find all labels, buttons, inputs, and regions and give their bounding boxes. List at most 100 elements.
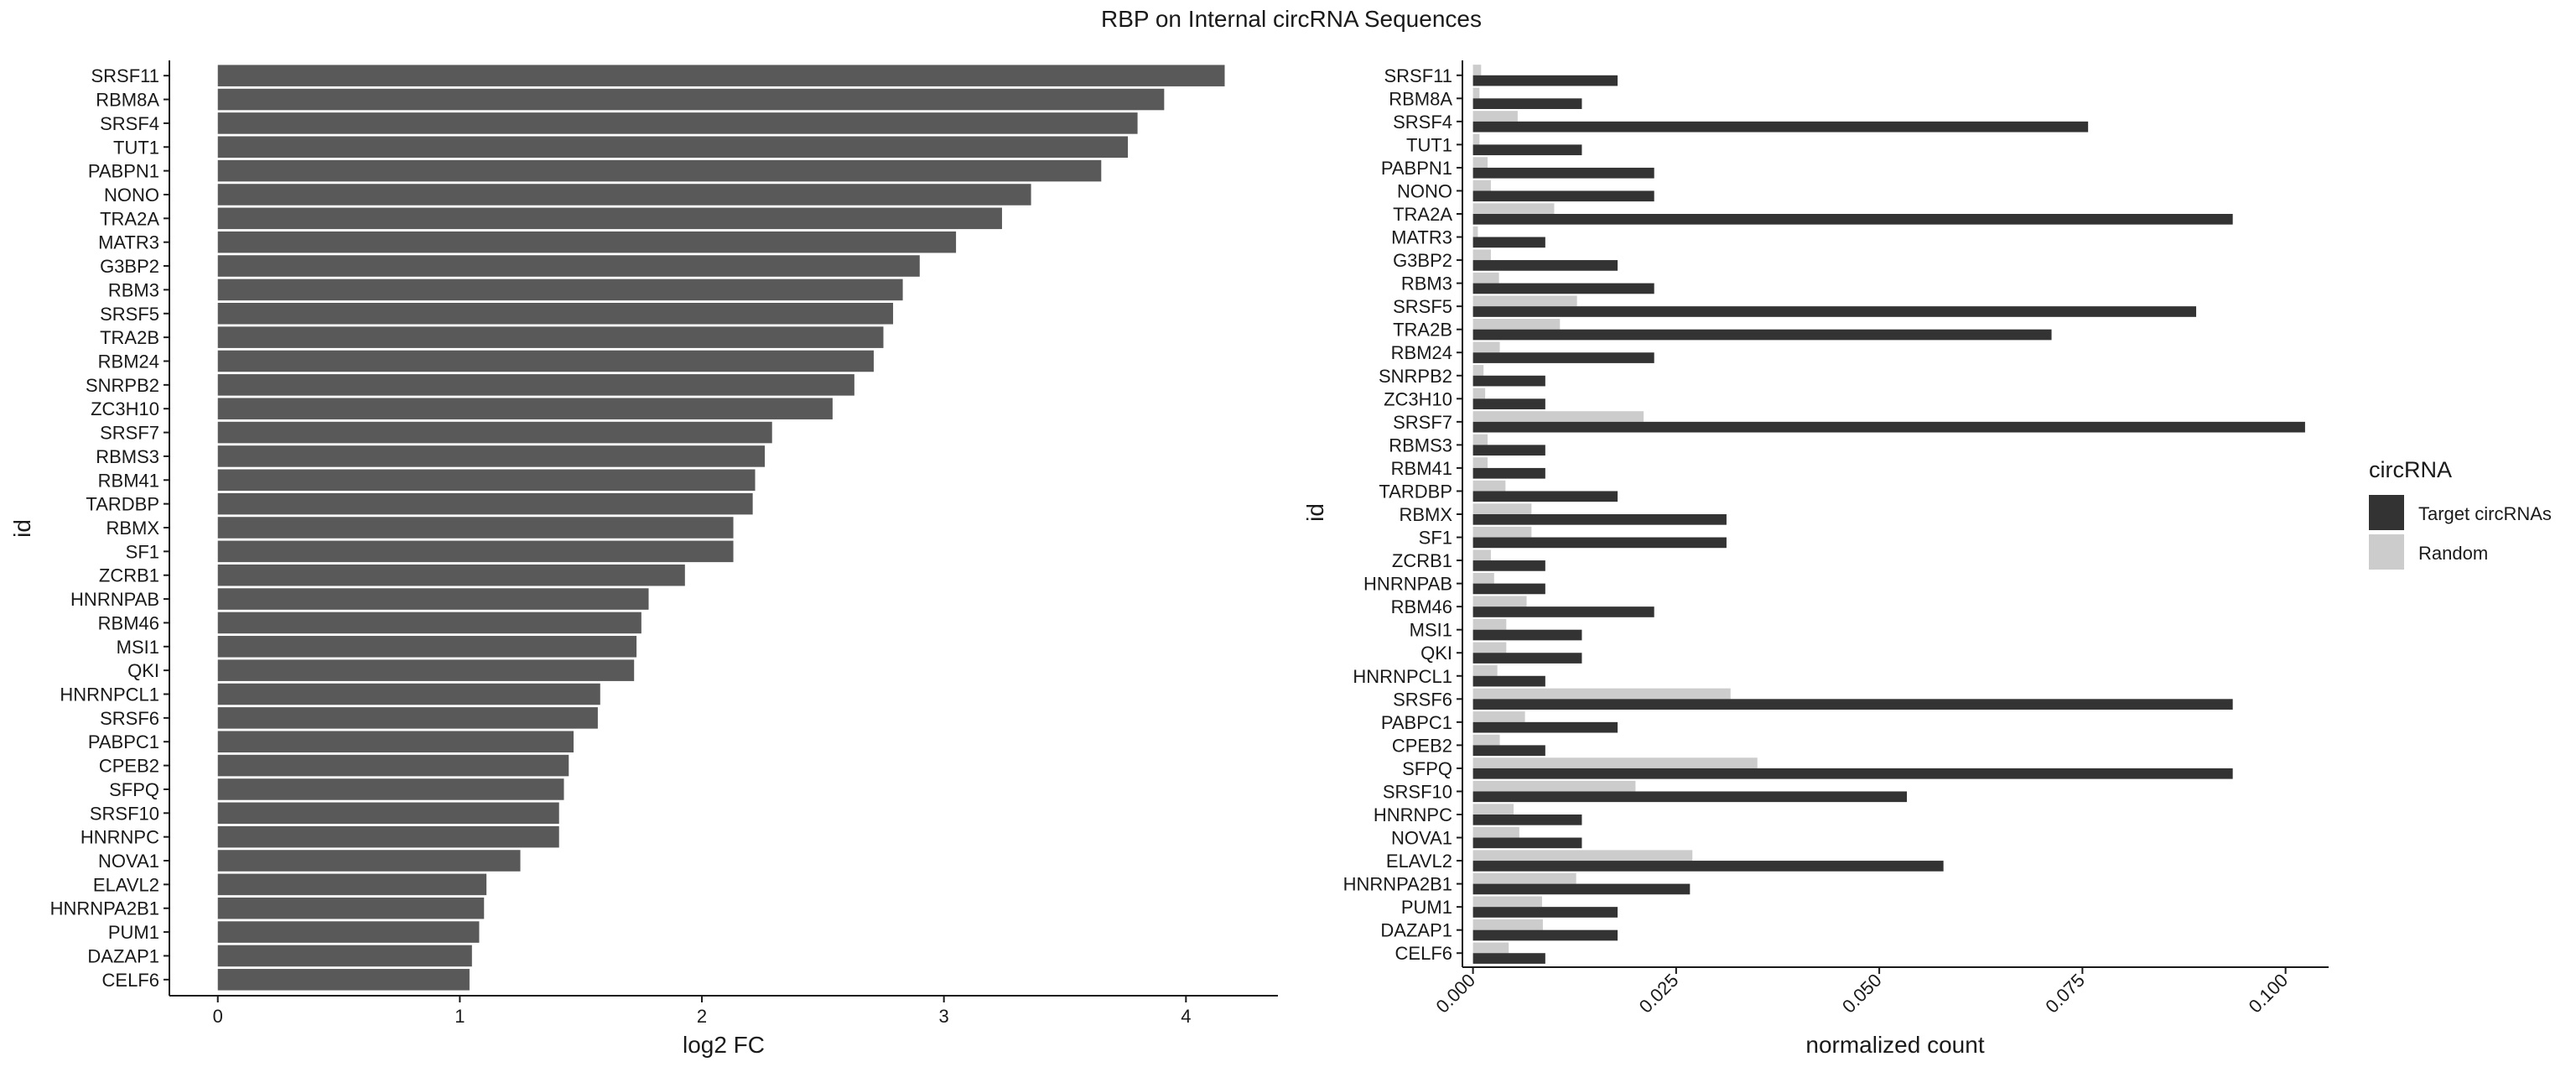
bar-random-rbm41 xyxy=(1472,457,1488,468)
bar-random-g3bp2 xyxy=(1472,249,1491,261)
bar-random-hnrnpab xyxy=(1472,572,1494,584)
y-tick-label: ZC3H10 xyxy=(91,398,159,419)
bar-random-srsf11 xyxy=(1472,65,1482,75)
y-tick-label: RBMX xyxy=(106,518,159,539)
y-tick-label: HNRNPAB xyxy=(70,589,159,610)
x-tick-label: 0.050 xyxy=(1838,970,1886,1018)
left-x-ticks: 0 1 2 3 4 xyxy=(213,996,1191,1027)
y-tick-label: TRA2B xyxy=(1393,320,1452,341)
y-tick-label: G3BP2 xyxy=(1393,250,1452,271)
chart-title: RBP on Internal circRNA Sequences xyxy=(1101,6,1482,32)
y-tick-label: HNRNPA2B1 xyxy=(1343,874,1452,895)
x-tick-label: 0.000 xyxy=(1432,970,1480,1018)
y-tick-label: SRSF10 xyxy=(90,803,159,824)
bar-random-zcrb1 xyxy=(1472,549,1491,561)
bar-target-sf1 xyxy=(1472,537,1727,549)
y-tick-label: RBM24 xyxy=(1391,342,1452,363)
bar-rbm41 xyxy=(217,469,756,492)
y-tick-label: ZC3H10 xyxy=(1384,388,1452,409)
bar-qki xyxy=(217,659,635,681)
bar-sf1 xyxy=(217,540,734,563)
bar-target-rbm24 xyxy=(1472,352,1654,363)
y-tick-label: HNRNPCL1 xyxy=(1353,666,1452,687)
x-tick-label: 4 xyxy=(1181,1006,1191,1027)
bar-random-msi1 xyxy=(1472,619,1507,630)
y-tick-label: ZCRB1 xyxy=(1392,550,1452,571)
bar-target-matr3 xyxy=(1472,237,1545,248)
bar-target-hnrnpab xyxy=(1472,583,1545,595)
y-tick-label: SNRPB2 xyxy=(86,375,159,396)
bar-rbm3 xyxy=(217,278,903,301)
bar-target-rbm8a xyxy=(1472,98,1582,109)
y-tick-label: SRSF6 xyxy=(1393,689,1452,710)
bar-target-nono xyxy=(1472,190,1654,202)
y-tick-label: SRSF10 xyxy=(1383,781,1452,802)
y-tick-label: RBM41 xyxy=(98,470,159,491)
y-tick-label: RBM8A xyxy=(1389,88,1452,109)
bar-target-rbm41 xyxy=(1472,467,1545,479)
bar-random-qki xyxy=(1472,642,1507,653)
bar-random-rbm24 xyxy=(1472,341,1500,353)
legend-label-random: Random xyxy=(2418,543,2488,564)
y-tick-label: RBM3 xyxy=(1401,273,1452,294)
bar-random-matr3 xyxy=(1472,226,1478,237)
y-tick-label: SF1 xyxy=(126,541,159,562)
x-tick-label: 0.075 xyxy=(2041,970,2089,1018)
y-tick-label: DAZAP1 xyxy=(1380,920,1452,941)
y-tick-label: PABPC1 xyxy=(88,731,159,752)
bar-hnrnpa2b1 xyxy=(217,897,485,919)
y-tick-label: SRSF7 xyxy=(1393,412,1452,433)
bar-pabpc1 xyxy=(217,731,574,752)
legend-title: circRNA xyxy=(2369,457,2452,482)
bar-target-snrpb2 xyxy=(1472,375,1545,387)
y-tick-label: SRSF7 xyxy=(100,423,159,444)
bar-target-pabpc1 xyxy=(1472,721,1618,733)
bar-random-srsf5 xyxy=(1472,295,1577,307)
y-tick-label: SRSF5 xyxy=(1393,296,1452,317)
bar-target-tra2a xyxy=(1472,214,2233,225)
bar-nova1 xyxy=(217,850,521,872)
bar-rbm24 xyxy=(217,350,874,372)
bar-target-cpeb2 xyxy=(1472,745,1545,757)
y-tick-label: HNRNPCL1 xyxy=(60,684,159,705)
bar-hnrnpcl1 xyxy=(217,683,600,705)
bar-target-srsf7 xyxy=(1472,421,2305,433)
y-tick-label: NONO xyxy=(104,185,159,206)
bar-rbms3 xyxy=(217,445,766,467)
y-tick-label: SRSF4 xyxy=(100,113,159,134)
bar-random-celf6 xyxy=(1472,942,1509,954)
y-tick-label: TUT1 xyxy=(113,137,159,158)
bar-random-nova1 xyxy=(1472,826,1519,838)
bar-random-hnrnpa2b1 xyxy=(1472,872,1576,884)
y-tick-label: NONO xyxy=(1397,180,1452,201)
bar-target-srsf11 xyxy=(1472,75,1618,86)
bar-srsf4 xyxy=(217,112,1138,134)
bar-snrpb2 xyxy=(217,374,854,396)
right-x-ticks: 0.000 0.025 0.050 0.075 0.100 xyxy=(1432,967,2292,1018)
y-tick-label: CELF6 xyxy=(102,970,159,991)
bar-pabpn1 xyxy=(217,159,1102,182)
y-tick-label: RBM41 xyxy=(1391,458,1452,479)
y-tick-label: HNRNPC xyxy=(1374,804,1452,825)
bar-target-zcrb1 xyxy=(1472,560,1545,571)
bar-rbm8a xyxy=(217,88,1165,111)
bar-tra2a xyxy=(217,207,1002,230)
left-x-axis-title: log2 FC xyxy=(683,1032,765,1058)
y-tick-label: QKI xyxy=(127,660,159,681)
right-y-axis-title: id xyxy=(1302,503,1328,522)
y-tick-label: SF1 xyxy=(1419,528,1452,549)
y-tick-label: PUM1 xyxy=(1401,897,1452,918)
y-tick-label: NOVA1 xyxy=(98,851,159,872)
y-tick-label: TARDBP xyxy=(1379,481,1452,502)
bar-target-elavl2 xyxy=(1472,861,1944,872)
bar-target-srsf10 xyxy=(1472,791,1908,803)
y-tick-label: RBMS3 xyxy=(96,446,159,467)
bar-random-hnrnpcl1 xyxy=(1472,665,1498,676)
y-tick-label: SNRPB2 xyxy=(1379,366,1452,387)
bar-target-hnrnpa2b1 xyxy=(1472,883,1690,895)
bar-celf6 xyxy=(217,969,470,991)
y-tick-label: PABPN1 xyxy=(1381,158,1452,179)
